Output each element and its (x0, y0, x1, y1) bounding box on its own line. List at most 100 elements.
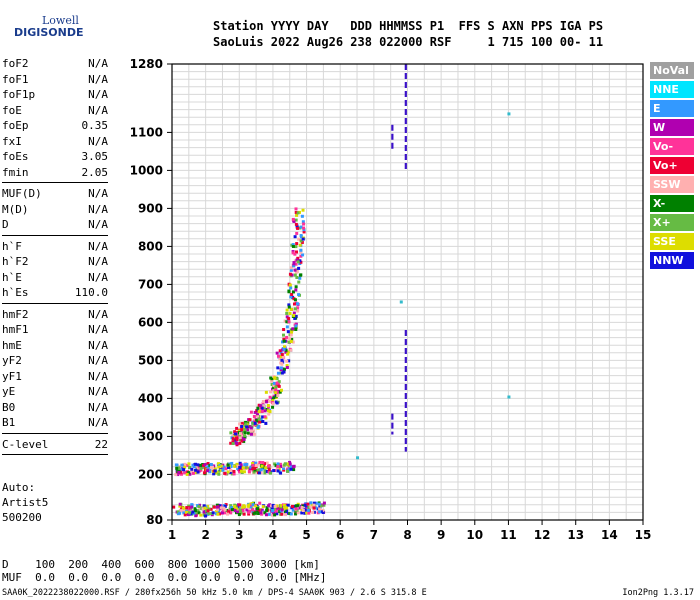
echo-pixel (264, 466, 268, 470)
param-value: N/A (88, 187, 108, 200)
echo-pixel (251, 503, 255, 507)
echo-pixel (276, 462, 280, 466)
param-name: B1 (2, 416, 16, 429)
echo-pixel (243, 463, 247, 467)
echo-pixel (237, 513, 241, 517)
echo-pixel (222, 465, 226, 469)
echo-pixel (246, 466, 250, 470)
echo-pixel (219, 468, 223, 472)
echo-pixel (319, 510, 323, 514)
echo-pixel (240, 422, 244, 426)
echo-pixel (276, 354, 280, 358)
separator (2, 182, 108, 183)
echo-pixel (282, 337, 286, 341)
echo-pixel (271, 402, 275, 406)
echo-pixel (275, 401, 279, 405)
echo-pixel (272, 386, 276, 390)
param-value: 2.05 (81, 165, 109, 179)
echo-pixel (240, 434, 244, 438)
echo-pixel (224, 503, 228, 507)
param-row-fmin: fmin 2.05 (2, 165, 108, 181)
echo-pixel (207, 512, 211, 516)
echo-pixel (232, 472, 236, 476)
param-row-hf: h`F N/A (2, 239, 108, 255)
echo-pixel (285, 506, 289, 510)
echo-pixel (220, 511, 224, 515)
param-row-fxi: fxI N/A (2, 134, 108, 150)
echo-pixel (275, 351, 279, 355)
echo-pixel (296, 309, 300, 313)
echo-pixel (202, 510, 206, 514)
legend-item-x: X+ (650, 214, 694, 231)
echo-pixel (197, 511, 201, 515)
x-tick-label: 10 (466, 528, 483, 542)
x-tick-label: 3 (235, 528, 243, 542)
param-value: 110.0 (74, 286, 108, 299)
echo-pixel (233, 464, 237, 468)
echo-pixel (259, 417, 263, 421)
file-info-text: SAA0K_2022238022000.RSF / 280fx256h 50 k… (2, 588, 427, 598)
echo-pixel (183, 513, 187, 517)
echo-pixel (288, 311, 292, 315)
echo-pixel (196, 463, 200, 467)
echo-pixel (281, 355, 285, 359)
echo-pixel (282, 468, 286, 472)
echo-pixel (259, 404, 263, 408)
echo-pixel (274, 390, 278, 394)
echo-pixel (263, 462, 267, 466)
echo-pixel (270, 513, 274, 517)
echo-pixel (298, 259, 302, 263)
auto-software: Artist5 (2, 496, 49, 509)
echo-pixel (172, 505, 176, 509)
echo-pixel (280, 512, 284, 516)
echo-pixel (203, 465, 207, 469)
echo-pixel (245, 462, 249, 466)
param-value: N/A (88, 239, 108, 253)
echo-pixel (274, 388, 278, 392)
echo-pixel (265, 469, 269, 473)
echo-pixel (285, 308, 289, 312)
echo-pixel (232, 505, 236, 509)
echo-pixel (294, 218, 298, 222)
echo-pixel (219, 506, 223, 510)
param-row-foes: foEs 3.05 (2, 149, 108, 165)
echo-pixel (276, 394, 280, 398)
echo-pixel (269, 504, 273, 508)
echo-pixel (298, 276, 302, 280)
echo-pixel (205, 509, 209, 513)
echo-pixel (286, 503, 290, 507)
echo-pixel (251, 421, 255, 425)
param-row-fof1p: foF1p N/A (2, 87, 108, 103)
echo-pixel (302, 228, 306, 232)
echo-pixel (294, 285, 298, 289)
param-group-confidence: C-level 22 (2, 437, 108, 453)
echo-pixel (288, 462, 292, 466)
echo-pixel (209, 462, 213, 466)
echo-pixel (238, 465, 242, 469)
echo-pixel (275, 504, 279, 508)
param-group-profile: hmF2 N/A hmF1 N/A hmE N/A yF2 N/A yF1 N/A yE N/A B0 N… (2, 307, 108, 431)
param-name: h`E (2, 270, 22, 284)
footer-distance-row: D 100 200 400 600 800 1000 1500 3000 [km… (2, 558, 320, 571)
echo-pixel (295, 270, 299, 274)
echo-pixel (289, 464, 293, 468)
echo-pixel (289, 467, 293, 471)
param-row-hes: h`Es 110.0 (2, 285, 108, 301)
echo-pixel (243, 434, 247, 438)
echo-pixel (263, 511, 267, 515)
echo-pixel (302, 226, 306, 230)
echo-pixel (282, 328, 286, 332)
echo-pixel (312, 501, 316, 505)
echo-pixel (296, 306, 300, 310)
chart-axes: 1 2 3 4 5 6 7 8 9 10 11 12 13 14 158020030040050060070… (130, 57, 652, 542)
echo-pixel (291, 243, 295, 247)
echo-pixel (242, 470, 246, 474)
echo-pixel (224, 467, 228, 471)
echo-pixel (266, 504, 270, 508)
echo-pixel (270, 379, 274, 383)
echo-pixel (228, 471, 232, 475)
x-tick-label: 9 (437, 528, 445, 542)
echo-pixel (194, 462, 198, 466)
echo-pixel (276, 506, 280, 510)
